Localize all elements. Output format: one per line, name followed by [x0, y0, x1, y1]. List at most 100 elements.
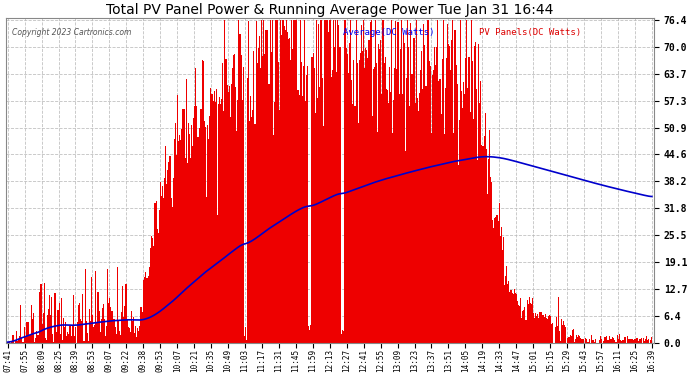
Bar — [502, 250, 503, 343]
Bar — [63, 318, 64, 343]
Bar — [591, 334, 592, 343]
Bar — [353, 60, 355, 343]
Bar — [455, 66, 457, 343]
Bar — [181, 129, 182, 343]
Bar — [248, 21, 249, 343]
Bar — [497, 221, 499, 343]
Bar — [511, 293, 513, 343]
Bar — [442, 59, 443, 343]
Bar — [559, 331, 560, 343]
Bar — [620, 340, 621, 343]
Bar — [50, 315, 51, 343]
Bar — [159, 210, 160, 343]
Bar — [507, 284, 509, 343]
Bar — [272, 20, 273, 343]
Bar — [404, 43, 405, 343]
Bar — [529, 297, 530, 343]
Bar — [632, 339, 633, 343]
Bar — [244, 336, 245, 343]
Bar — [528, 304, 529, 343]
Bar — [294, 20, 295, 343]
Bar — [82, 294, 83, 343]
Bar — [93, 327, 95, 343]
Bar — [550, 316, 551, 343]
Bar — [337, 20, 338, 343]
Bar — [8, 342, 9, 343]
Bar — [92, 315, 93, 343]
Bar — [391, 20, 392, 343]
Bar — [233, 55, 234, 343]
Title: Total PV Panel Power & Running Average Power Tue Jan 31 16:44: Total PV Panel Power & Running Average P… — [106, 3, 553, 17]
Bar — [157, 229, 158, 343]
Bar — [628, 339, 629, 343]
Bar — [273, 135, 274, 343]
Bar — [444, 134, 445, 343]
Bar — [291, 20, 292, 343]
Bar — [399, 94, 400, 343]
Bar — [133, 317, 134, 343]
Bar — [105, 336, 106, 343]
Bar — [43, 282, 45, 343]
Bar — [440, 114, 442, 343]
Bar — [36, 331, 37, 343]
Bar — [647, 340, 648, 343]
Bar — [575, 339, 576, 343]
Bar — [355, 20, 357, 343]
Bar — [605, 337, 606, 343]
Bar — [406, 78, 407, 343]
Bar — [480, 81, 482, 343]
Bar — [286, 20, 287, 343]
Bar — [638, 341, 640, 343]
Bar — [533, 313, 534, 343]
Bar — [282, 20, 284, 343]
Bar — [466, 20, 467, 343]
Bar — [395, 21, 397, 343]
Bar — [360, 53, 361, 343]
Bar — [402, 94, 403, 343]
Bar — [275, 20, 276, 343]
Bar — [551, 324, 553, 343]
Bar — [386, 90, 388, 343]
Bar — [214, 91, 215, 343]
Bar — [24, 327, 26, 343]
Bar — [494, 217, 495, 343]
Bar — [182, 110, 184, 343]
Bar — [415, 103, 416, 343]
Bar — [321, 20, 322, 343]
Bar — [475, 42, 476, 343]
Bar — [545, 314, 546, 343]
Bar — [234, 54, 235, 343]
Bar — [599, 340, 600, 343]
Bar — [259, 36, 260, 343]
Bar — [544, 317, 545, 343]
Bar — [152, 238, 153, 343]
Bar — [318, 24, 319, 343]
Bar — [39, 292, 41, 343]
Bar — [228, 86, 230, 343]
Bar — [486, 194, 488, 343]
Bar — [31, 304, 32, 343]
Bar — [571, 336, 572, 343]
Bar — [299, 20, 301, 343]
Bar — [542, 315, 544, 343]
Bar — [48, 309, 49, 343]
Bar — [304, 20, 305, 343]
Bar — [60, 334, 61, 343]
Bar — [622, 340, 623, 343]
Bar — [349, 43, 351, 343]
Bar — [220, 105, 221, 343]
Bar — [205, 127, 206, 343]
Bar — [373, 69, 374, 343]
Bar — [37, 335, 39, 343]
Bar — [311, 57, 313, 343]
Bar — [382, 20, 384, 343]
Bar — [462, 108, 463, 343]
Bar — [104, 319, 105, 343]
Bar — [636, 339, 638, 343]
Bar — [270, 53, 272, 343]
Bar — [361, 25, 362, 343]
Bar — [634, 339, 635, 343]
Bar — [515, 293, 516, 343]
Bar — [424, 45, 426, 343]
Bar — [322, 78, 324, 343]
